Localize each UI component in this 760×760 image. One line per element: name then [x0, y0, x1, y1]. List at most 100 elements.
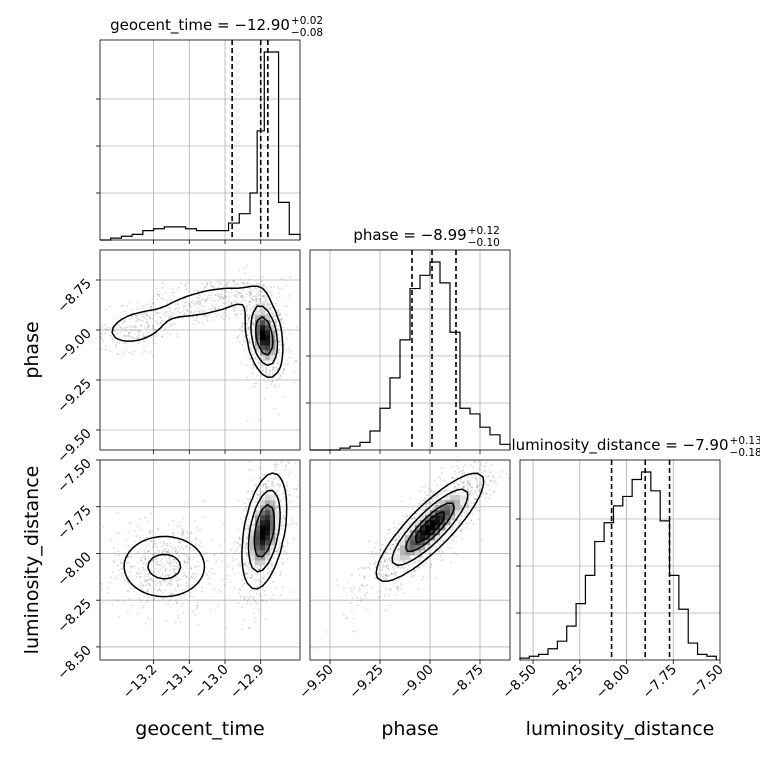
sample-point [241, 294, 243, 297]
sample-point [466, 488, 469, 491]
sample-point [280, 344, 282, 347]
sample-point [167, 574, 170, 577]
sample-point [176, 303, 179, 306]
density-cell [255, 560, 261, 566]
sample-point [472, 523, 475, 526]
sample-point [278, 314, 281, 316]
sample-point [283, 508, 286, 511]
sample-point [395, 586, 398, 588]
sample-point [138, 330, 141, 333]
density-cell [265, 550, 271, 556]
sample-point [274, 370, 277, 372]
sample-point [174, 550, 177, 553]
x-tick-label: −7.75 [640, 662, 681, 703]
sample-point [460, 530, 462, 532]
sample-point [418, 502, 420, 505]
sample-point [281, 287, 284, 290]
sample-point [381, 557, 384, 559]
sample-point [257, 283, 260, 286]
sample-point [258, 419, 260, 422]
density-cell [265, 535, 271, 541]
sample-point [279, 571, 282, 574]
sample-point [174, 568, 177, 571]
sample-point [184, 574, 187, 577]
sample-point [193, 573, 195, 576]
sample-point [189, 311, 192, 314]
sample-point [152, 324, 154, 327]
sample-point [143, 569, 145, 571]
sample-point [433, 500, 435, 503]
sample-point [183, 554, 186, 557]
sample-point [462, 468, 465, 471]
sample-point [252, 598, 255, 600]
sample-point [254, 357, 257, 360]
sample-point [118, 616, 121, 618]
sample-point [391, 566, 394, 569]
sample-point [164, 555, 167, 557]
sample-point [246, 536, 248, 539]
sample-point [143, 341, 145, 344]
sample-point [489, 493, 492, 496]
sample-point [173, 568, 176, 571]
sample-point [272, 368, 275, 370]
sample-point [258, 496, 261, 499]
sample-point [174, 303, 177, 305]
sample-point [189, 305, 192, 308]
density-cell [410, 535, 416, 541]
sample-point [275, 463, 277, 466]
sample-point [350, 602, 353, 604]
sample-point [238, 334, 241, 337]
sample-point [413, 510, 415, 513]
sample-point [276, 505, 279, 508]
sample-point [136, 308, 139, 310]
sample-point [390, 563, 393, 565]
sample-point [263, 294, 266, 297]
density-cell [410, 540, 416, 546]
sample-point [246, 377, 249, 379]
sample-point [128, 351, 131, 354]
sample-point [420, 555, 422, 558]
sample-point [141, 559, 143, 562]
sample-point [153, 571, 156, 573]
density-cell [260, 345, 266, 351]
sample-point [128, 338, 131, 340]
density-cell [265, 555, 271, 561]
sample-point [254, 295, 256, 297]
sample-point [451, 527, 454, 530]
sample-point [253, 579, 256, 581]
sample-point [146, 599, 149, 602]
sample-point [166, 551, 168, 554]
sample-point [152, 303, 154, 306]
sample-point [248, 568, 251, 571]
sample-point [394, 582, 396, 585]
sample-point [262, 295, 264, 298]
sample-point [462, 466, 465, 468]
sample-point [172, 593, 174, 595]
sample-point [124, 320, 127, 323]
sample-point [385, 573, 387, 575]
sample-point [138, 334, 141, 336]
sample-point [274, 469, 276, 471]
sample-point [198, 303, 201, 306]
sample-point [429, 502, 432, 505]
density-cell [255, 540, 261, 546]
sample-point [264, 487, 267, 489]
sample-point [198, 321, 201, 324]
sample-point [246, 319, 249, 322]
histogram-panel-geocent_time: geocent_time = −12.90 +0.02−0.08 [96, 15, 323, 241]
sample-point [190, 567, 193, 570]
sample-point [144, 575, 147, 578]
sample-point [263, 300, 266, 303]
sample-point [384, 551, 387, 554]
density-cell [415, 535, 421, 541]
sample-point [243, 546, 246, 549]
sample-point [124, 329, 127, 332]
sample-point [109, 350, 112, 353]
sample-point [242, 267, 245, 270]
sample-point [258, 476, 261, 479]
sample-point [469, 502, 472, 505]
sample-point [390, 572, 393, 575]
title-equals: = [212, 16, 234, 34]
sample-point [274, 318, 276, 321]
sample-point [383, 577, 385, 579]
